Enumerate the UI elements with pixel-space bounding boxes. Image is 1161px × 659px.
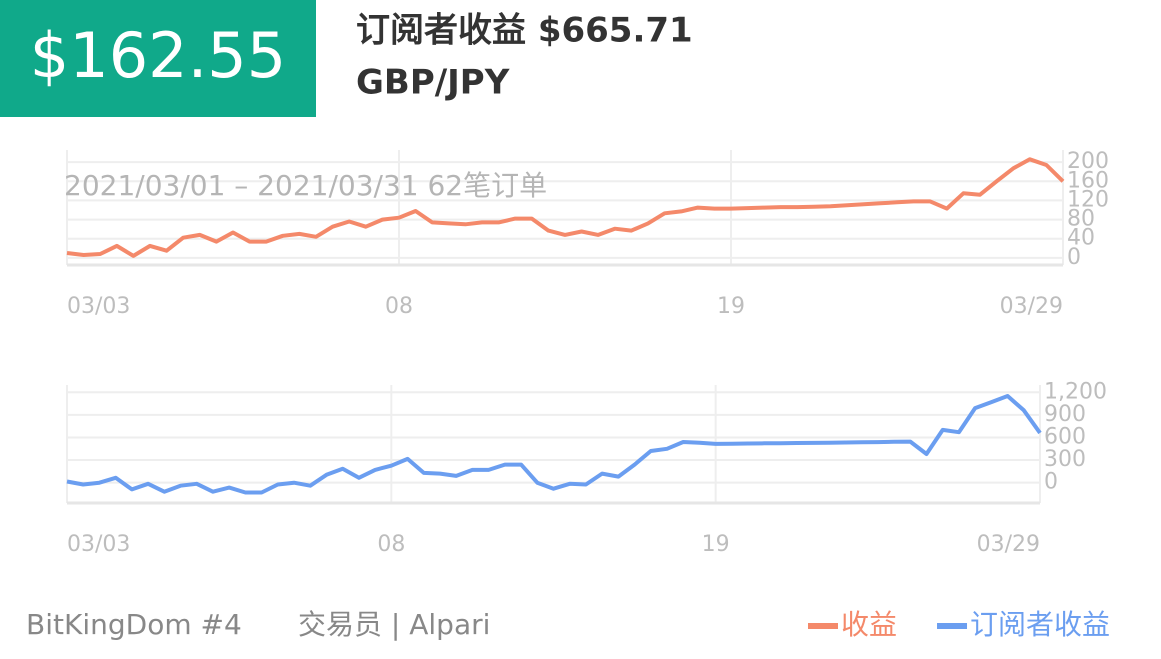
legend-label: 收益 — [841, 608, 897, 641]
x-tick-label: 03/03 — [67, 532, 130, 557]
x-tick-label: 03/03 — [67, 294, 130, 319]
data-line — [66, 157, 1065, 258]
y-tick-label: 160 — [1067, 168, 1109, 193]
y-tick-label: 80 — [1067, 207, 1095, 232]
y-tick-label: 120 — [1067, 187, 1109, 212]
x-tick-label: 08 — [377, 532, 405, 557]
legend-label: 订阅者收益 — [970, 608, 1110, 641]
x-tick-label: 08 — [385, 294, 413, 319]
x-tick-label: 19 — [717, 294, 745, 319]
data-line — [66, 394, 1042, 495]
trader-name: BitKingDom #4 — [26, 608, 242, 641]
value-box — [0, 0, 316, 117]
headline-value: $162.55 — [30, 19, 286, 92]
y-tick-label: 0 — [1067, 245, 1081, 270]
y-tick-label: 900 — [1044, 402, 1086, 427]
y-tick-label: 0 — [1044, 470, 1058, 495]
x-tick-label: 19 — [702, 532, 730, 557]
y-tick-label: 40 — [1067, 226, 1095, 251]
y-tick-label: 300 — [1044, 447, 1086, 472]
pair: GBP/JPY — [356, 63, 510, 103]
y-tick-label: 200 — [1067, 149, 1109, 174]
subtitle: 2021/03/01 – 2021/03/31 62笔订单 — [64, 169, 547, 202]
x-tick-label: 03/29 — [1000, 294, 1063, 319]
x-tick-label: 03/29 — [977, 532, 1040, 557]
broker: 交易员 | Alpari — [298, 608, 490, 641]
title: 订阅者收益 $665.71 — [356, 11, 693, 51]
y-tick-label: 600 — [1044, 424, 1086, 449]
y-tick-label: 1,200 — [1044, 379, 1107, 404]
